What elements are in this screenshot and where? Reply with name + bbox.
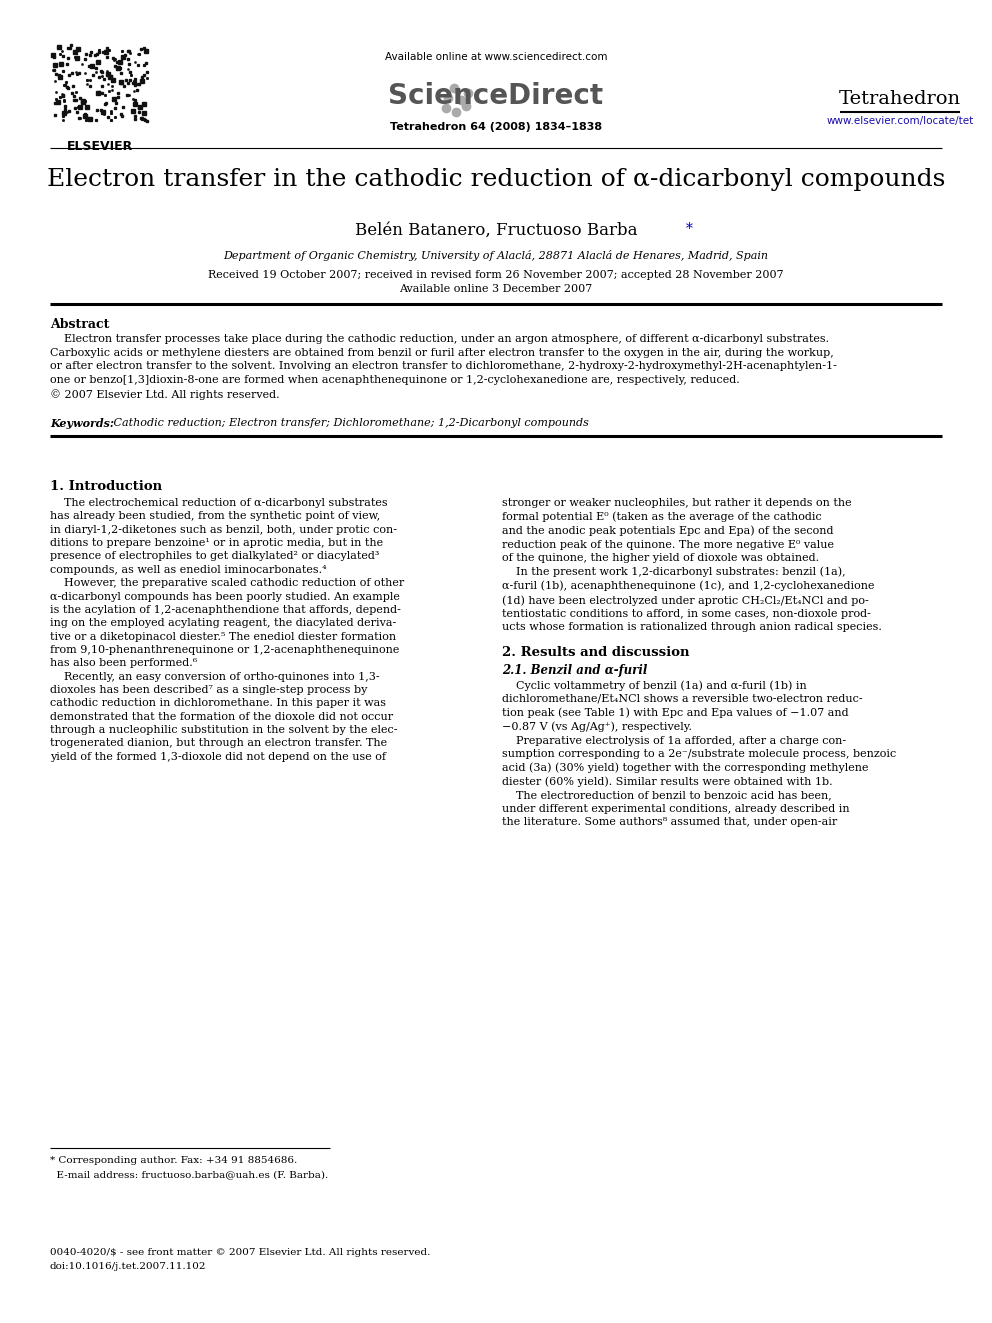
Text: Available online at www.sciencedirect.com: Available online at www.sciencedirect.co…: [385, 52, 607, 62]
Text: Belén Batanero, Fructuoso Barba: Belén Batanero, Fructuoso Barba: [355, 222, 637, 239]
Text: 0040-4020/$ - see front matter © 2007 Elsevier Ltd. All rights reserved.: 0040-4020/$ - see front matter © 2007 El…: [50, 1248, 431, 1257]
Text: 1. Introduction: 1. Introduction: [50, 480, 162, 493]
Text: Department of Organic Chemistry, University of Alaclá, 28871 Alaclá de Henares, : Department of Organic Chemistry, Univers…: [223, 250, 769, 261]
Text: 2.1. Benzil and α-furil: 2.1. Benzil and α-furil: [502, 664, 648, 677]
Text: Tetrahedron 64 (2008) 1834–1838: Tetrahedron 64 (2008) 1834–1838: [390, 122, 602, 132]
Text: *: *: [686, 222, 692, 235]
Text: The electrochemical reduction of α-dicarbonyl substrates
has already been studie: The electrochemical reduction of α-dicar…: [50, 497, 405, 762]
Text: ELSEVIER: ELSEVIER: [66, 140, 133, 153]
Text: 2. Results and discussion: 2. Results and discussion: [502, 646, 689, 659]
Text: Cyclic voltammetry of benzil (1a) and α-furil (1b) in
dichloromethane/Et₄NCl sho: Cyclic voltammetry of benzil (1a) and α-…: [502, 680, 896, 827]
Text: stronger or weaker nucleophiles, but rather it depends on the
formal potential E: stronger or weaker nucleophiles, but rat…: [502, 497, 882, 632]
Text: Electron transfer processes take place during the cathodic reduction, under an a: Electron transfer processes take place d…: [50, 333, 837, 400]
Text: Available online 3 December 2007: Available online 3 December 2007: [400, 284, 592, 294]
Text: Received 19 October 2007; received in revised form 26 November 2007; accepted 28: Received 19 October 2007; received in re…: [208, 270, 784, 280]
Text: Keywords:: Keywords:: [50, 418, 114, 429]
Text: * Corresponding author. Fax: +34 91 8854686.: * Corresponding author. Fax: +34 91 8854…: [50, 1156, 298, 1166]
Text: ScienceDirect: ScienceDirect: [389, 82, 603, 110]
Text: Tetrahedron: Tetrahedron: [839, 90, 961, 108]
Text: Abstract: Abstract: [50, 318, 109, 331]
Text: Cathodic reduction; Electron transfer; Dichloromethane; 1,2-Dicarbonyl compounds: Cathodic reduction; Electron transfer; D…: [110, 418, 589, 429]
Text: doi:10.1016/j.tet.2007.11.102: doi:10.1016/j.tet.2007.11.102: [50, 1262, 206, 1271]
Text: www.elsevier.com/locate/tet: www.elsevier.com/locate/tet: [826, 116, 973, 126]
Text: E-mail address: fructuoso.barba@uah.es (F. Barba).: E-mail address: fructuoso.barba@uah.es (…: [50, 1170, 328, 1179]
Text: Electron transfer in the cathodic reduction of α-dicarbonyl compounds: Electron transfer in the cathodic reduct…: [47, 168, 945, 191]
